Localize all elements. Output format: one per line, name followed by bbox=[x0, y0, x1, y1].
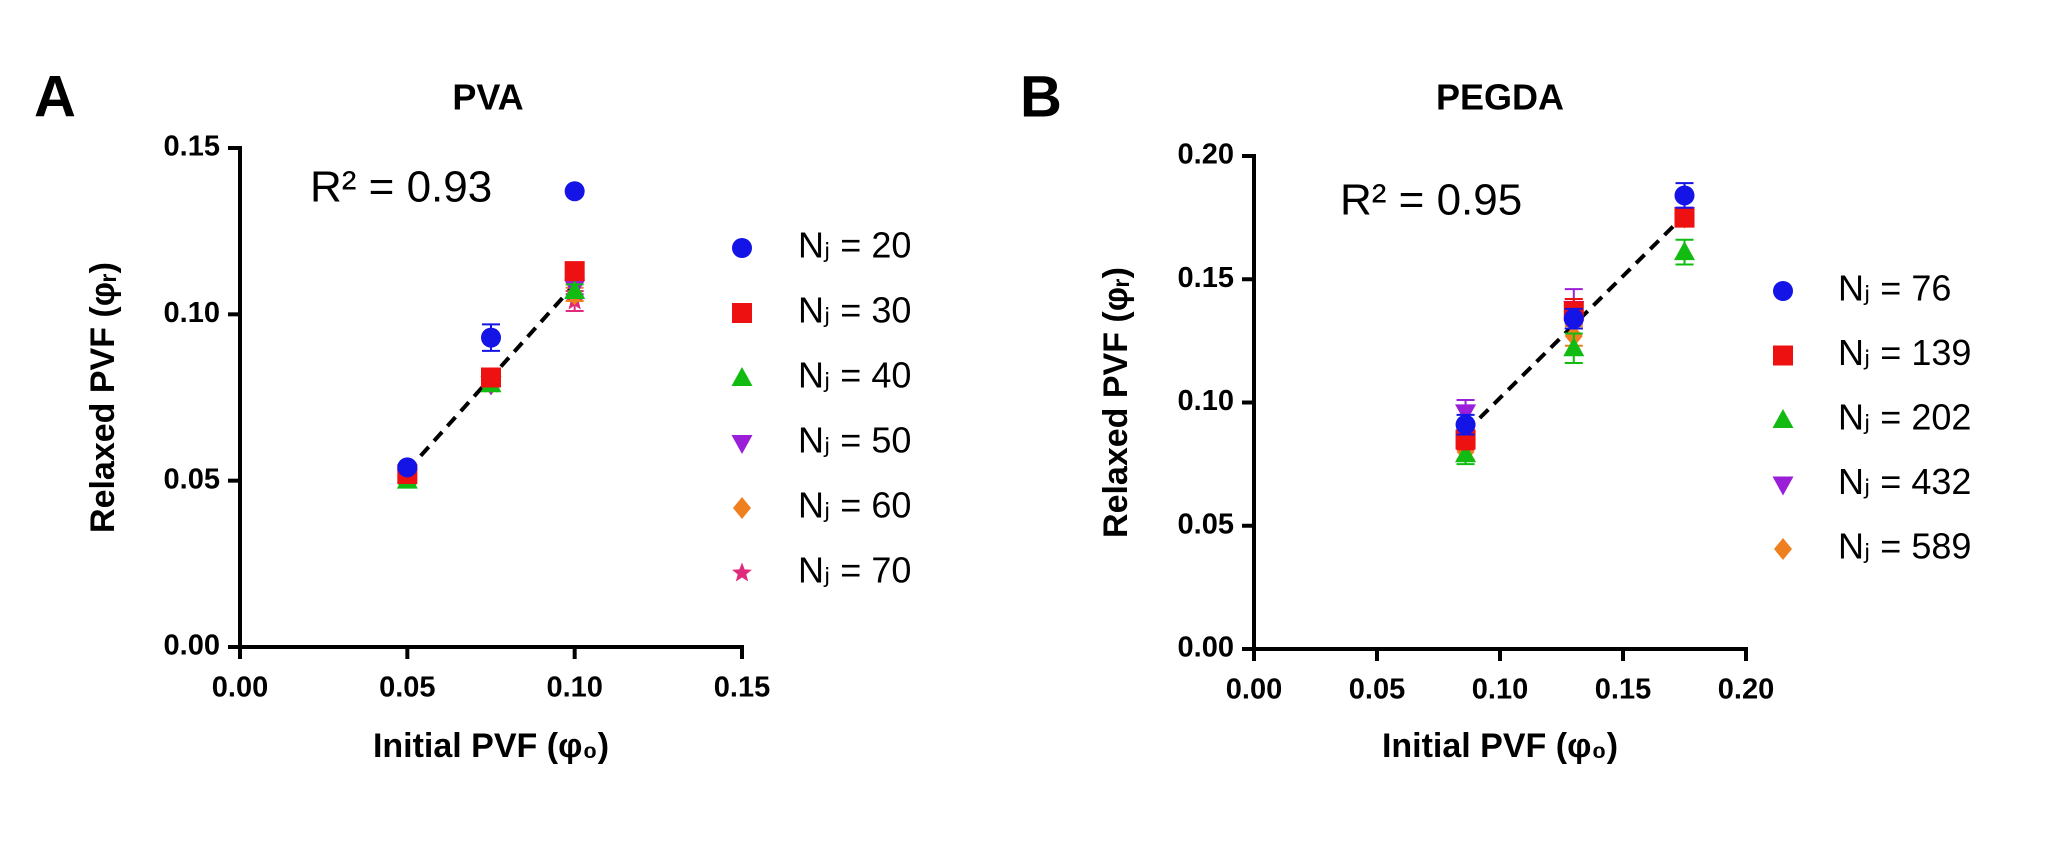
legend-label: Nⱼ = 76 bbox=[1838, 268, 1951, 309]
marker bbox=[1674, 241, 1695, 261]
y-tick-label: 0.05 bbox=[164, 463, 220, 495]
x-tick-label: 0.10 bbox=[546, 672, 602, 704]
legend-label: Nⱼ = 70 bbox=[798, 550, 911, 591]
legend-marker bbox=[731, 367, 753, 386]
marker bbox=[1563, 308, 1584, 329]
y-axis-label: Relaxed PVF (φᵣ) bbox=[1097, 267, 1135, 538]
legend-marker bbox=[1772, 409, 1794, 428]
legend-marker bbox=[732, 238, 752, 258]
marker bbox=[1674, 185, 1695, 206]
legend-marker bbox=[732, 303, 752, 323]
x-tick-label: 0.10 bbox=[1472, 674, 1528, 706]
marker bbox=[564, 261, 585, 282]
marker bbox=[1455, 443, 1477, 463]
x-tick-label: 0.20 bbox=[1718, 674, 1774, 706]
marker bbox=[564, 280, 586, 300]
legend-label: Nⱼ = 60 bbox=[798, 485, 911, 526]
legend-label: Nⱼ = 50 bbox=[798, 420, 911, 461]
legend-label: Nⱼ = 589 bbox=[1838, 526, 1971, 567]
x-tick-label: 0.15 bbox=[714, 672, 770, 704]
y-tick-label: 0.10 bbox=[1178, 385, 1234, 417]
legend-marker bbox=[1773, 345, 1793, 366]
marker bbox=[397, 457, 418, 478]
panel-label: B bbox=[1020, 64, 1062, 129]
y-tick-label: 0.15 bbox=[164, 131, 220, 163]
legend-marker bbox=[1772, 476, 1794, 496]
panel-label: A bbox=[34, 64, 76, 129]
chart-title: PVA bbox=[452, 77, 523, 118]
legend-marker bbox=[731, 435, 753, 454]
legend-marker bbox=[1773, 281, 1793, 301]
marker bbox=[481, 367, 501, 388]
legend-label: Nⱼ = 139 bbox=[1838, 332, 1971, 373]
y-axis-label: Relaxed PVF (φᵣ) bbox=[84, 262, 122, 533]
marker bbox=[564, 181, 585, 202]
legend-label: Nⱼ = 432 bbox=[1838, 461, 1971, 502]
legend-marker bbox=[732, 562, 752, 582]
x-axis-label: Initial PVF (φ₀) bbox=[373, 727, 609, 765]
legend-marker bbox=[1774, 538, 1792, 560]
annotation: R² = 0.95 bbox=[1340, 176, 1522, 225]
chart-title: PEGDA bbox=[1436, 77, 1564, 118]
x-tick-label: 0.15 bbox=[1595, 674, 1651, 706]
x-axis-label: Initial PVF (φ₀) bbox=[1382, 727, 1618, 765]
legend-label: Nⱼ = 20 bbox=[798, 225, 911, 266]
fit-line bbox=[1464, 213, 1686, 434]
annotation: R² = 0.93 bbox=[310, 163, 492, 212]
y-tick-label: 0.05 bbox=[1178, 508, 1234, 540]
legend-label: Nⱼ = 202 bbox=[1838, 397, 1971, 438]
x-tick-label: 0.05 bbox=[379, 672, 435, 704]
legend-label: Nⱼ = 30 bbox=[798, 290, 911, 331]
y-tick-label: 0.10 bbox=[164, 297, 220, 329]
marker bbox=[1674, 207, 1695, 228]
x-tick-label: 0.00 bbox=[212, 672, 268, 704]
y-tick-label: 0.00 bbox=[1178, 632, 1234, 664]
x-tick-label: 0.05 bbox=[1349, 674, 1405, 706]
marker bbox=[1455, 414, 1476, 435]
legend-label: Nⱼ = 40 bbox=[798, 355, 911, 396]
y-tick-label: 0.20 bbox=[1178, 139, 1234, 171]
x-tick-label: 0.00 bbox=[1226, 674, 1282, 706]
legend-marker bbox=[733, 497, 751, 519]
y-tick-label: 0.15 bbox=[1178, 262, 1234, 294]
marker bbox=[1563, 337, 1585, 357]
marker bbox=[481, 327, 501, 348]
y-tick-label: 0.00 bbox=[164, 630, 220, 662]
